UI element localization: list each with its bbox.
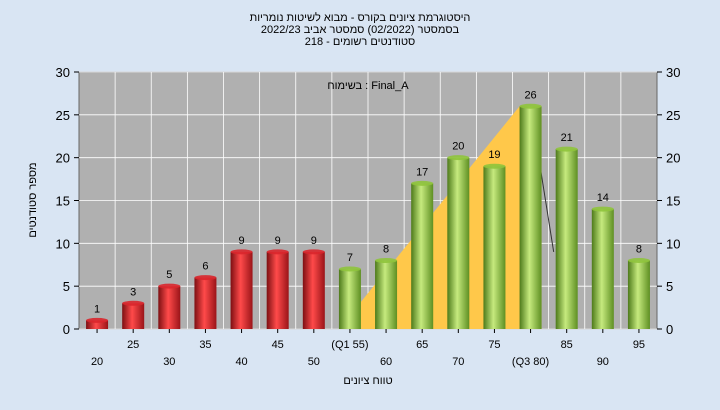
y-tick-label-left: 0 [63, 322, 70, 337]
y-tick-label-left: 30 [56, 65, 70, 80]
x-tick-label: 75 [488, 339, 500, 351]
bar-2 [122, 303, 145, 329]
bar-16 [627, 260, 650, 329]
bar-value-label: 9 [311, 235, 317, 247]
bar-cap-10 [411, 180, 434, 186]
y-tick-label-right: 20 [666, 151, 680, 166]
chart-title: היסטוגרמת ציונים בקורס - מבוא לשיטות נומ… [250, 11, 471, 48]
x-axis-title: טווח ציונים [343, 375, 392, 387]
bar-cap-13 [519, 103, 542, 109]
bar-value-label: 8 [636, 243, 642, 255]
x-tick-label: 60 [380, 356, 392, 368]
x-tick-label: 50 [308, 356, 320, 368]
x-tick-label: 40 [235, 356, 247, 368]
bars [86, 103, 650, 330]
x-tick-label: 30 [163, 356, 175, 368]
y-tick-label-left: 25 [56, 108, 70, 123]
bar-4 [194, 277, 217, 329]
y-axis-title: מספר סטודנטים [27, 162, 39, 237]
y-tick-label-left: 5 [63, 279, 70, 294]
y-tick-label-right: 15 [666, 194, 680, 209]
bar-value-label: 26 [524, 89, 536, 101]
bar-value-label: 8 [383, 243, 389, 255]
bar-13 [519, 106, 542, 330]
bar-value-label: 3 [130, 286, 136, 298]
bar-cap-1 [86, 317, 109, 323]
bar-cap-15 [591, 206, 614, 212]
x-axis: 20 25 30 35 40 45 50 (Q1 55) 60 65 70 75 (Q3 80) 85 90… [91, 329, 645, 368]
bar-value-label: 6 [202, 261, 208, 273]
y-tick-label-left: 20 [56, 151, 70, 166]
bar-value-label: 9 [239, 235, 245, 247]
x-tick-label: 35 [199, 339, 211, 351]
x-tick-label: 20 [91, 356, 103, 368]
y-tick-label-left: 10 [56, 236, 70, 251]
bar-cap-4 [194, 275, 217, 281]
bar-1 [86, 320, 109, 329]
bar-5 [230, 251, 253, 329]
x-tick-label: (Q1 55) [331, 339, 368, 351]
y-tick-label-right: 25 [666, 108, 680, 123]
bar-12 [483, 166, 506, 329]
value-labels: 1 3 5 6 9 9 9 7 8 17 20 19 26 21 14 8 [94, 89, 642, 315]
bar-cap-8 [338, 266, 361, 272]
bar-value-label: 14 [597, 192, 609, 204]
x-tick-label: 90 [597, 356, 609, 368]
y-tick-label-left: 15 [56, 194, 70, 209]
bar-value-label: 19 [488, 149, 500, 161]
x-tick-label: 25 [127, 339, 139, 351]
bar-7 [302, 251, 325, 329]
bar-cap-2 [122, 300, 145, 306]
x-tick-label: 85 [561, 339, 573, 351]
title-line-1: היסטוגרמת ציונים בקורס - מבוא לשיטות נומ… [250, 11, 471, 24]
y-tick-label-right: 10 [666, 236, 680, 251]
bar-value-label: 1 [94, 303, 100, 315]
bar-value-label: 17 [416, 166, 428, 178]
x-tick-label: 65 [416, 339, 428, 351]
x-tick-label: 45 [272, 339, 284, 351]
bar-14 [555, 149, 578, 329]
bar-value-label: 5 [166, 269, 172, 281]
bar-cap-9 [375, 257, 398, 263]
bar-value-label: 7 [347, 252, 353, 264]
y-axis-right: 0 5 10 15 20 25 30 [657, 65, 680, 337]
title-line-2: בסמסטר (02/2022) סמסטר אביב 2022/23 [261, 24, 460, 36]
y-axis-left: 0 5 10 15 20 25 30 [56, 65, 79, 337]
bar-value-label: 9 [275, 235, 281, 247]
y-tick-label-right: 5 [666, 279, 673, 294]
bar-value-label: 20 [452, 141, 464, 153]
y-tick-label-right: 0 [666, 322, 673, 337]
bar-9 [375, 260, 398, 329]
bar-cap-16 [627, 257, 650, 263]
bar-15 [591, 209, 614, 329]
annotation-text: בשימוח : Final_A [327, 80, 409, 92]
bar-value-label: 21 [561, 132, 573, 144]
bar-cap-12 [483, 163, 506, 169]
bar-cap-5 [230, 249, 253, 255]
x-tick-label: 95 [633, 339, 645, 351]
y-tick-label-right: 30 [666, 65, 680, 80]
title-line-3: סטודנטים רשומים - 218 [305, 36, 416, 48]
x-tick-label: (Q3 80) [512, 356, 549, 368]
bar-6 [266, 251, 289, 329]
bar-cap-6 [266, 249, 289, 255]
bar-10 [411, 183, 434, 329]
bar-cap-11 [447, 155, 470, 161]
x-tick-label: 70 [452, 356, 464, 368]
bar-3 [158, 286, 181, 329]
bar-cap-14 [555, 146, 578, 152]
bar-8 [338, 269, 361, 329]
bar-cap-3 [158, 283, 181, 289]
bar-11 [447, 157, 470, 329]
bar-cap-7 [302, 249, 325, 255]
